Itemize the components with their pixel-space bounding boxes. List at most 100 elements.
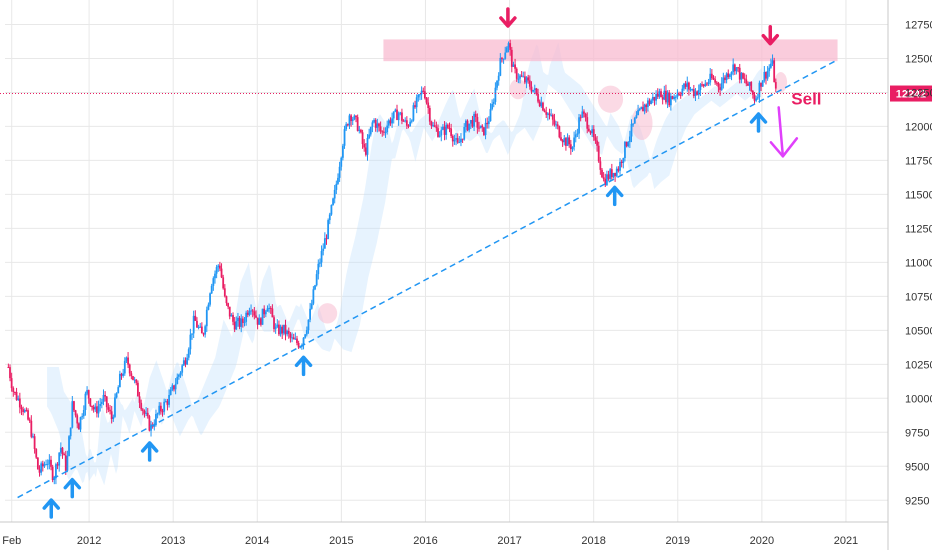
trendline-layer [17,59,838,499]
candle-body [320,250,323,263]
candle-body [555,124,557,126]
candle-body [515,68,518,79]
candle-body [724,77,726,81]
candle-body [166,401,169,405]
candle-body [281,326,284,334]
candle-body [442,126,444,130]
candle-body [335,183,338,190]
candle-body [542,102,544,111]
candle-body [217,265,220,268]
up-arrow-icon [63,477,82,499]
candle-body [773,60,776,83]
candle-body [461,138,464,140]
candle-body [507,43,510,48]
candle-body [627,142,630,147]
candle-body [319,262,321,264]
y-tick-label: 12750 [905,19,932,31]
candle-body [346,124,349,126]
candle-body [669,96,672,106]
x-tick-label: 2013 [161,535,185,547]
candle-body [453,139,456,142]
candle-body [263,308,266,315]
candle-body [304,334,307,338]
candle-body [378,123,380,127]
bearish-cloud-patch [774,72,788,93]
candle-body [419,94,421,96]
candle-body [64,455,67,471]
candle-body [415,97,418,108]
candle-body [681,88,684,95]
candle-body [525,77,528,83]
candle-body [497,75,500,81]
candle-body [223,288,226,297]
candle-body [704,83,707,87]
candle-body [210,285,213,294]
candle-body [451,135,454,142]
candle-body [735,67,738,72]
candle-body [273,317,275,330]
candle-body [256,317,259,325]
annotations-layer: 12242 Sell [0,7,932,519]
candle-body [238,317,241,327]
candle-body [61,447,64,455]
candle-body [46,464,49,466]
candle-body [609,169,612,179]
candle-body [53,478,56,480]
candle-body [548,113,551,116]
candle-body [391,118,393,124]
candle-body [59,447,62,453]
candle-body [578,117,580,134]
candle-body [587,128,590,132]
candle-body [423,91,426,99]
candle-body [364,147,367,155]
candle-body [261,308,264,325]
candle-body [729,74,731,78]
candle-body [141,409,144,411]
candle-body [691,89,694,91]
candle-body [688,82,690,90]
x-tick-label: 2014 [245,535,269,547]
y-tick-label: 9750 [905,427,929,439]
candle-body [291,337,293,339]
candle-body [658,91,661,97]
candle-body [332,198,334,205]
candle-body [537,93,539,102]
candle-body [163,401,166,412]
candle-body [164,401,167,403]
resistance-zone-layer [383,39,838,62]
candle-body [440,129,443,136]
candle-body [750,81,753,91]
candle-body [622,158,625,163]
candle-body [81,416,84,418]
candle-body [251,310,254,312]
candle-body [77,423,80,430]
candle-body [689,89,692,91]
candle-body [448,127,451,129]
candle-body [699,84,702,91]
candle-body [665,90,667,103]
candle-body [410,120,413,122]
candle-body [255,315,257,318]
candle-body [468,123,471,131]
candle-body [753,94,756,101]
candle-body [405,120,408,126]
candle-body [594,137,597,141]
candle-body [194,315,197,321]
candle-body [427,102,430,108]
candle-body [114,397,116,417]
candle-body [532,89,535,92]
candle-body [87,390,90,399]
candle-body [245,312,248,322]
candle-body [502,58,505,60]
candle-body [71,401,74,428]
candle-body [565,138,567,146]
candle-body [302,337,305,346]
candle-body [489,109,492,122]
candle-body [374,119,377,128]
candle-body [715,82,718,84]
candle-body [138,396,141,403]
arrow-head [761,33,780,46]
candle-body [432,125,434,127]
